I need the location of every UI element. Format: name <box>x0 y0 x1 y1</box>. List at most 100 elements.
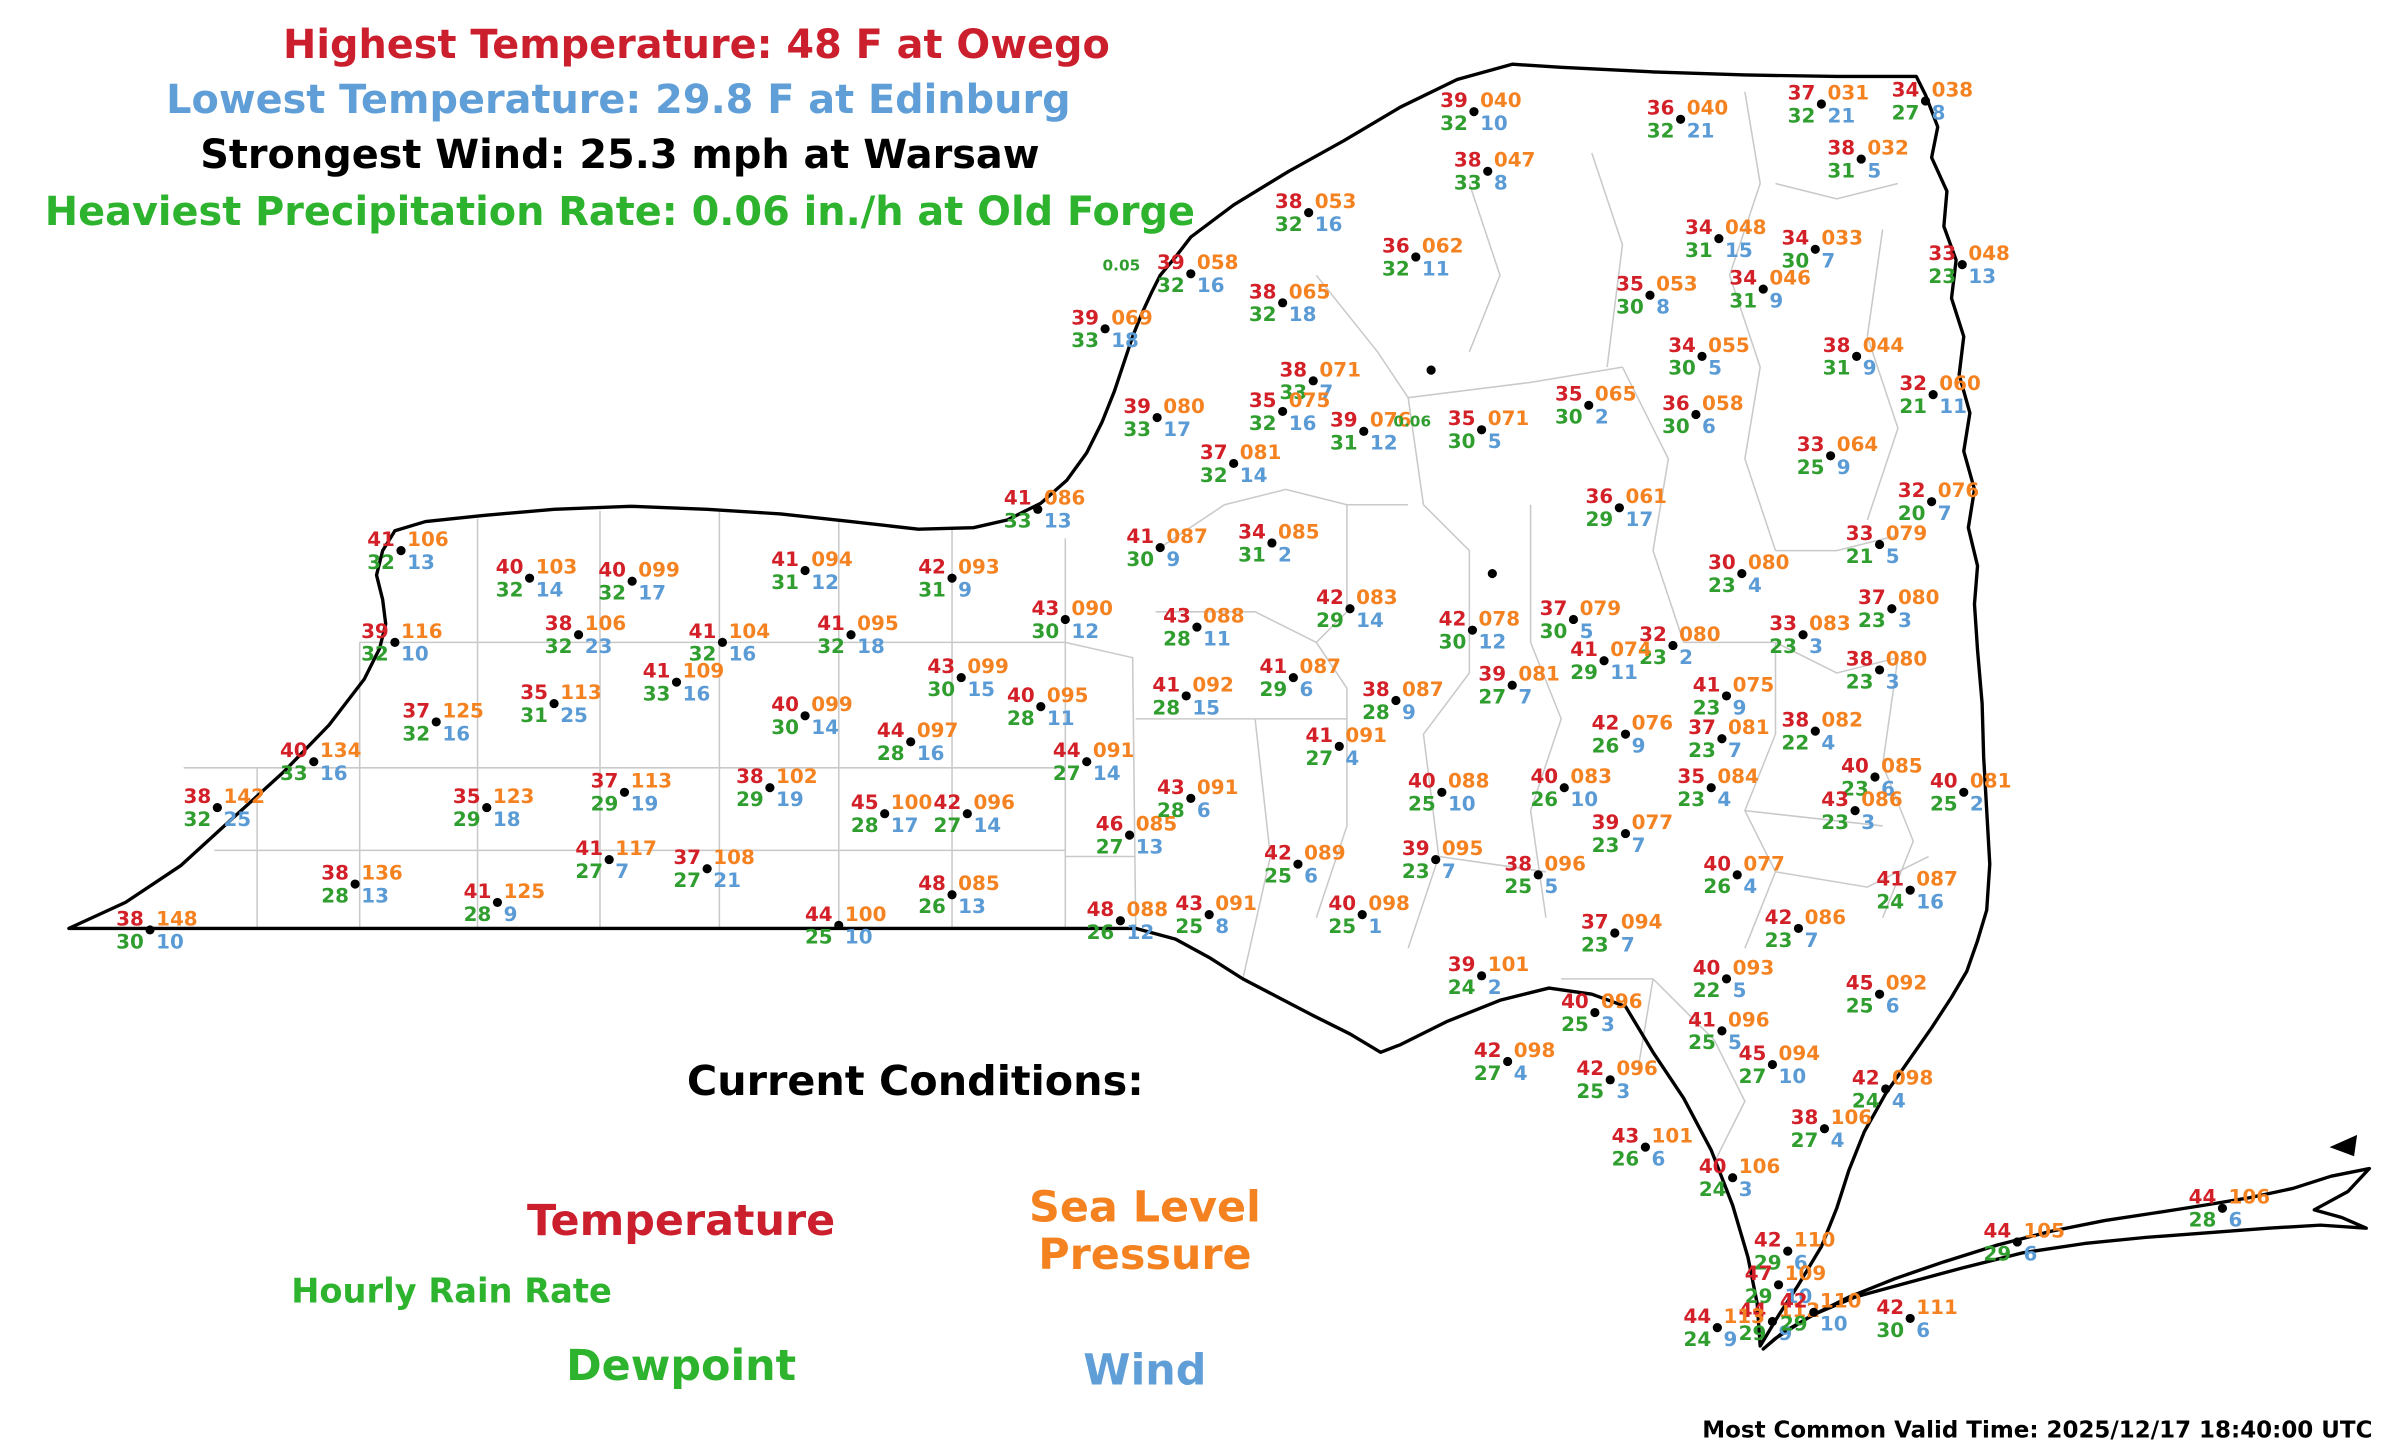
station-dewpoint: 26 <box>1591 735 1620 759</box>
station-temperature: 38 <box>116 908 144 932</box>
station-dewpoint: 23 <box>1692 697 1721 721</box>
station-pressure: 071 <box>1319 359 1361 383</box>
station-temperature: 35 <box>452 786 481 810</box>
station-temperature: 39 <box>1591 812 1620 836</box>
station-dewpoint: 30 <box>1876 1319 1905 1343</box>
station-dot <box>1186 793 1196 803</box>
station-wind: 15 <box>1724 240 1753 264</box>
station-pressure: 092 <box>1192 674 1234 698</box>
station-pressure: 033 <box>1821 227 1863 251</box>
station-dewpoint: 25 <box>1328 916 1357 940</box>
station-temperature: 43 <box>1611 1125 1640 1149</box>
station-temperature: 40 <box>1841 755 1869 779</box>
station-temperature: 41 <box>1259 656 1288 680</box>
station-pressure: 086 <box>1043 487 1086 511</box>
station-dot <box>1411 252 1421 262</box>
station-wind: 11 <box>1421 258 1450 282</box>
station-temperature: 39 <box>1401 838 1430 862</box>
station-temperature: 43 <box>1821 789 1849 813</box>
station-pressure: 101 <box>1487 954 1530 978</box>
station-dot <box>1483 166 1493 176</box>
station-dot <box>956 672 966 683</box>
station-temperature: 35 <box>1616 273 1644 297</box>
station-dot <box>1599 656 1609 666</box>
station-pressure: 106 <box>1738 1156 1781 1180</box>
station-temperature: 38 <box>1845 648 1874 672</box>
station-temperature: 43 <box>1163 605 1191 629</box>
station-temperature: 41 <box>1688 1009 1716 1033</box>
station-wind: 4 <box>1891 1090 1906 1114</box>
station-wind: 1 <box>1368 916 1383 940</box>
station-wind: 10 <box>1570 789 1599 813</box>
station-wind: 3 <box>1601 1014 1615 1038</box>
station-temperature: 37 <box>402 700 431 724</box>
station-temperature: 40 <box>771 694 799 718</box>
station-dewpoint: 30 <box>927 679 956 703</box>
station-wind: 6 <box>2023 1243 2038 1267</box>
station-dot <box>1809 1307 1819 1317</box>
station-wind: 10 <box>1447 793 1476 817</box>
station-wind: 2 <box>1278 544 1292 568</box>
station-pressure: 078 <box>1478 608 1521 632</box>
legend-wind: Wind <box>1083 1344 1207 1396</box>
station-dewpoint: 23 <box>1401 861 1430 885</box>
station-temperature: 41 <box>1152 674 1181 698</box>
station-wind: 6 <box>1702 416 1716 439</box>
station-wind: 13 <box>958 896 986 920</box>
station-pressure: 096 <box>973 792 1016 816</box>
station-temperature: 41 <box>1692 674 1721 698</box>
station-pressure: 106 <box>1830 1107 1873 1131</box>
station-wind: 6 <box>1196 799 1211 823</box>
station-wind: 19 <box>630 793 659 817</box>
station-dewpoint: 30 <box>1031 620 1060 644</box>
station-dewpoint: 26 <box>1530 789 1559 813</box>
station-temperature: 40 <box>1408 770 1436 794</box>
station-dewpoint: 29 <box>1570 662 1598 686</box>
station-pressure: 088 <box>1126 899 1169 923</box>
station-pressure: 098 <box>1891 1067 1934 1091</box>
station-pressure: 089 <box>1304 842 1346 866</box>
station-wind: 9 <box>1166 549 1181 573</box>
station-temperature: 39 <box>1329 409 1358 433</box>
station-wind: 9 <box>1769 290 1784 314</box>
station-dot <box>604 854 614 865</box>
station-temperature: 32 <box>1639 624 1667 647</box>
station-dot <box>1793 923 1804 933</box>
station-temperature: 39 <box>1071 307 1099 331</box>
station-dewpoint: 23 <box>1677 789 1706 813</box>
station-pressure: 080 <box>1163 396 1205 420</box>
station-dot <box>1469 107 1479 117</box>
station-dewpoint: 33 <box>1123 419 1152 443</box>
station-wind: 14 <box>1356 610 1384 634</box>
station-dot <box>1181 691 1191 701</box>
station-dot <box>1533 870 1543 880</box>
station-wind: 3 <box>1861 812 1876 836</box>
station-temperature: 38 <box>1790 1107 1819 1131</box>
station-wind: 11 <box>1939 396 1967 420</box>
station-pressure: 085 <box>1135 813 1178 837</box>
station-wind: 23 <box>584 636 613 660</box>
station-pressure: 085 <box>958 873 1000 897</box>
arrow-marker <box>2329 1134 2358 1157</box>
station-temperature: 44 <box>1738 1300 1767 1324</box>
station-dewpoint: 29 <box>590 793 619 817</box>
station-wind: 3 <box>1809 636 1824 660</box>
header-strongest-wind: Strongest Wind: 25.3 mph at Warsaw <box>200 133 1040 179</box>
station-temperature: 40 <box>1561 991 1589 1015</box>
station-dot <box>1605 1075 1615 1085</box>
station-temperature: 45 <box>1845 972 1874 996</box>
station-dewpoint: 25 <box>1504 876 1533 900</box>
station-wind: 5 <box>1885 546 1900 569</box>
station-temperature: 42 <box>1438 608 1467 632</box>
station-pressure: 113 <box>1723 1306 1765 1330</box>
station-dot <box>765 783 775 793</box>
station-dot <box>1816 99 1827 109</box>
station-dot <box>1487 568 1497 579</box>
station-wind: 9 <box>1723 1329 1738 1353</box>
station-dewpoint: 27 <box>1305 747 1334 771</box>
station-pressure: 065 <box>1288 281 1331 305</box>
station-pressure: 064 <box>1836 434 1879 458</box>
station-dot <box>573 630 584 640</box>
